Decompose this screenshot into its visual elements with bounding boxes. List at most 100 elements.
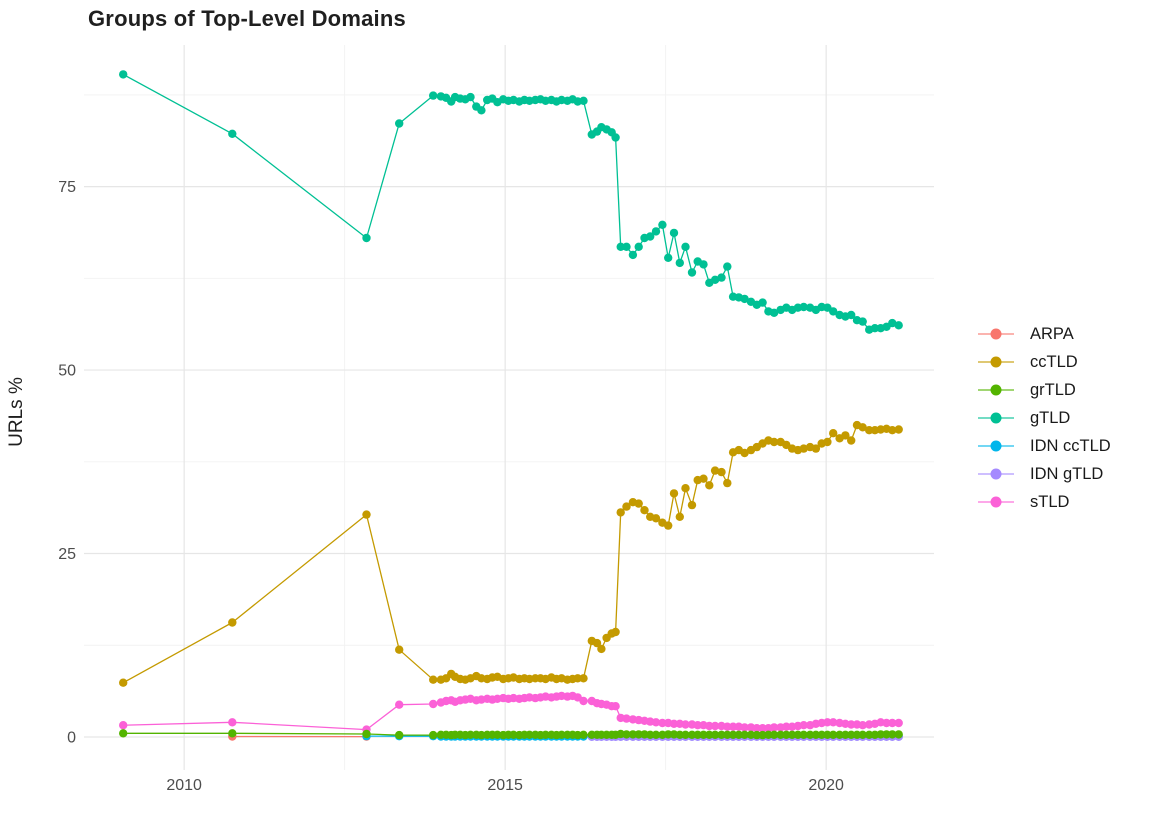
point-ccTLD <box>740 448 749 458</box>
legend-key-icon <box>978 380 1014 400</box>
point-ccTLD <box>634 499 643 508</box>
point-gTLD <box>758 298 767 307</box>
point-grTLD <box>769 730 779 739</box>
point-ccTLD <box>769 437 779 447</box>
point-ccTLD <box>847 436 856 445</box>
point-gTLD <box>710 275 720 284</box>
point-grTLD <box>466 730 475 739</box>
legend-item-ccTLD: ccTLD <box>978 352 1111 372</box>
point-ccTLD <box>699 474 708 483</box>
point-ccTLD <box>799 444 808 453</box>
point-ccTLD <box>894 425 903 434</box>
point-ccTLD <box>597 644 606 654</box>
point-grTLD <box>841 730 850 739</box>
point-gTLD <box>622 242 631 251</box>
point-ccTLD <box>829 429 838 438</box>
point-gTLD <box>829 307 838 316</box>
point-sTLD <box>740 723 749 732</box>
point-sTLD <box>882 718 891 728</box>
point-ccTLD <box>573 674 582 683</box>
point-sTLD <box>119 721 128 730</box>
legend-label: sTLD <box>1030 492 1070 511</box>
point-grTLD <box>705 730 714 739</box>
point-sTLD <box>888 718 897 728</box>
point-ccTLD <box>611 627 620 637</box>
point-sTLD <box>579 696 588 706</box>
point-grTLD <box>699 730 708 739</box>
point-gTLD <box>616 242 625 251</box>
point-grTLD <box>634 730 643 739</box>
point-gTLD <box>228 129 237 138</box>
point-ccTLD <box>119 678 128 687</box>
point-ccTLD <box>710 466 720 475</box>
point-grTLD <box>876 730 885 739</box>
point-gTLD <box>466 92 475 102</box>
y-tick-label: 25 <box>58 546 76 563</box>
point-gTLD <box>699 260 708 269</box>
chart-title: Groups of Top-Level Domains <box>88 6 406 31</box>
point-grTLD <box>646 730 655 739</box>
point-sTLD <box>769 723 779 732</box>
point-sTLD <box>758 724 767 733</box>
legend-item-gTLD: gTLD <box>978 408 1111 428</box>
point-gTLD <box>395 119 404 128</box>
point-gTLD <box>646 232 655 241</box>
legend-key-icon <box>978 408 1014 428</box>
point-gTLD <box>628 250 638 260</box>
legend-key-icon <box>978 492 1014 512</box>
point-grTLD <box>628 730 638 739</box>
legend-key-icon <box>978 464 1014 484</box>
point-ccTLD <box>664 521 673 530</box>
point-grTLD <box>894 730 903 739</box>
point-gTLD <box>634 242 643 251</box>
point-sTLD <box>622 714 631 723</box>
point-sTLD <box>705 721 714 731</box>
series-line-gTLD <box>122 73 899 331</box>
legend-key-icon <box>978 324 1014 344</box>
point-grTLD <box>882 730 891 739</box>
point-sTLD <box>894 718 903 728</box>
point-grTLD <box>557 730 566 739</box>
point-sTLD <box>847 720 856 729</box>
point-grTLD <box>847 730 856 739</box>
point-grTLD <box>734 730 743 739</box>
legend-item-grTLD: grTLD <box>978 380 1111 400</box>
point-gTLD <box>119 70 128 79</box>
point-sTLD <box>669 719 679 728</box>
point-sTLD <box>782 722 791 731</box>
point-ccTLD <box>811 444 821 453</box>
point-gTLD <box>651 227 661 236</box>
point-grTLD <box>429 730 438 740</box>
point-gTLD <box>888 318 897 328</box>
point-gTLD <box>429 91 438 100</box>
legend-label: IDN gTLD <box>1030 464 1104 483</box>
point-gTLD <box>740 294 749 304</box>
point-gTLD <box>769 308 779 317</box>
point-grTLD <box>651 730 661 739</box>
point-sTLD <box>823 718 832 727</box>
point-grTLD <box>888 730 897 739</box>
legend-label: IDN ccTLD <box>1030 436 1111 455</box>
point-gTLD <box>669 228 679 238</box>
point-grTLD <box>717 730 726 739</box>
legend-label: ARPA <box>1030 324 1074 343</box>
point-ccTLD <box>687 500 697 510</box>
y-tick-label: 75 <box>58 179 76 196</box>
point-grTLD <box>119 729 128 738</box>
point-grTLD <box>723 730 732 739</box>
point-gTLD <box>579 96 588 106</box>
point-sTLD <box>693 721 702 730</box>
point-ccTLD <box>717 467 726 477</box>
point-grTLD <box>579 730 588 739</box>
point-gTLD <box>362 233 371 243</box>
point-gTLD <box>870 324 880 333</box>
point-ccTLD <box>858 423 867 432</box>
point-grTLD <box>835 730 844 739</box>
point-grTLD <box>782 730 791 739</box>
point-gTLD <box>675 258 684 268</box>
point-ccTLD <box>651 514 661 523</box>
point-sTLD <box>429 699 438 709</box>
point-ccTLD <box>841 431 850 440</box>
point-grTLD <box>228 729 237 738</box>
